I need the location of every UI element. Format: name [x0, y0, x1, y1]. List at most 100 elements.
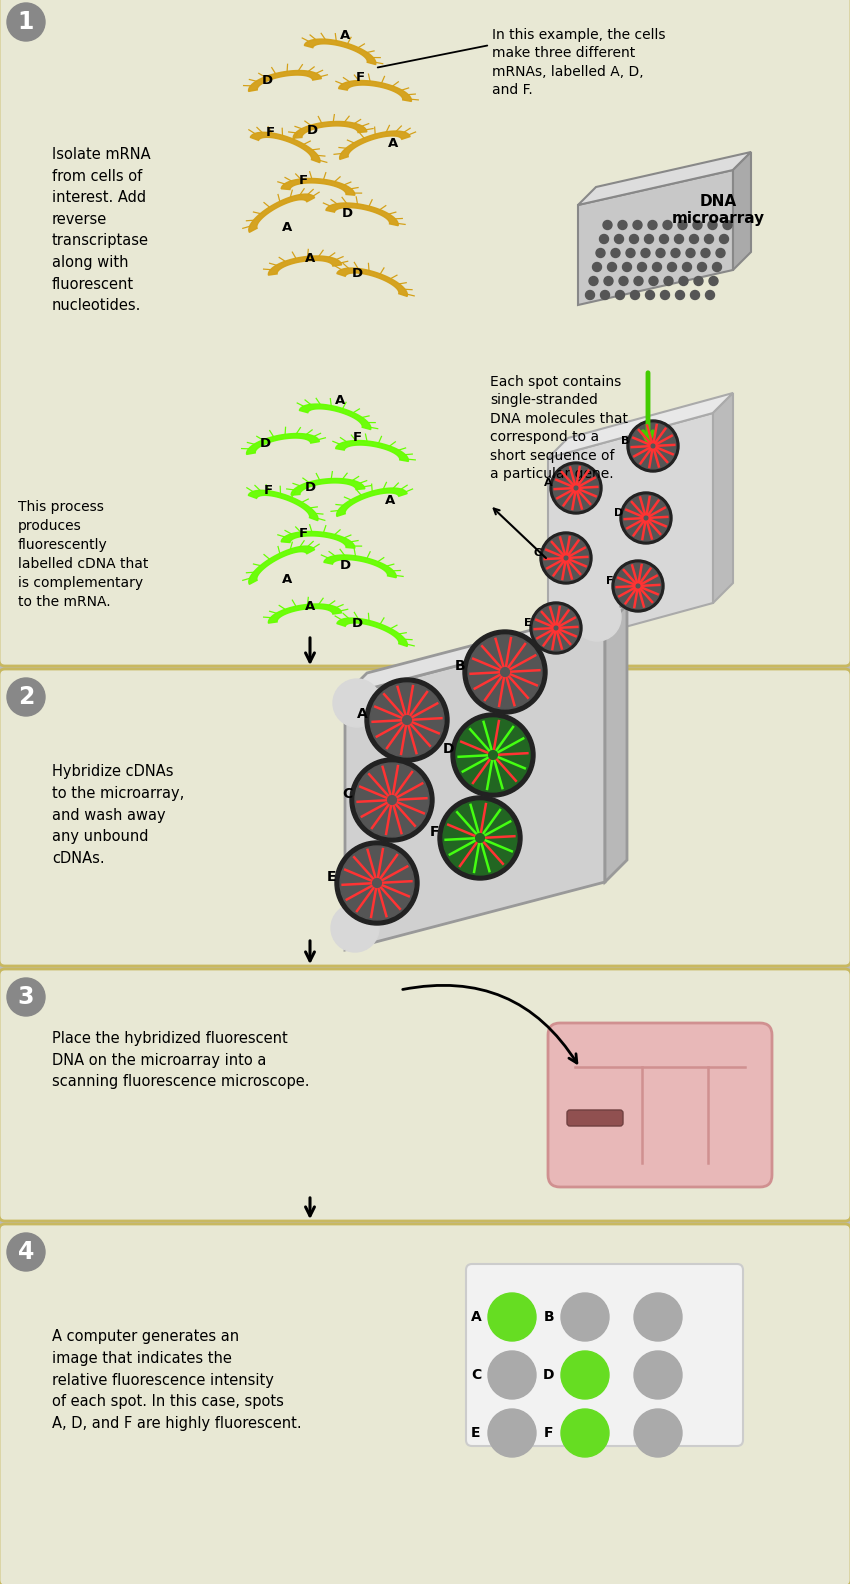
Text: D: D [259, 437, 270, 450]
Text: A: A [340, 29, 350, 41]
Text: B: B [621, 436, 629, 447]
Polygon shape [249, 546, 314, 584]
Circle shape [456, 718, 530, 792]
Circle shape [689, 234, 699, 244]
FancyBboxPatch shape [548, 1023, 772, 1186]
Polygon shape [281, 532, 354, 548]
Text: This process
produces
fluorescently
labelled cDNA that
is complementary
to the m: This process produces fluorescently labe… [18, 501, 149, 608]
Polygon shape [248, 491, 318, 521]
Polygon shape [340, 131, 411, 160]
Text: D: D [339, 559, 350, 572]
Text: D: D [342, 206, 353, 220]
Text: D: D [443, 741, 455, 756]
Circle shape [634, 1351, 682, 1399]
Circle shape [7, 3, 45, 41]
Circle shape [623, 496, 669, 540]
Text: B: B [544, 1310, 554, 1324]
Polygon shape [269, 604, 342, 623]
Polygon shape [548, 413, 713, 648]
Circle shape [333, 680, 381, 727]
Circle shape [626, 249, 635, 258]
Polygon shape [250, 133, 320, 163]
Polygon shape [733, 152, 751, 269]
FancyBboxPatch shape [0, 1224, 850, 1584]
Circle shape [350, 759, 434, 843]
Text: A: A [282, 572, 292, 586]
FancyBboxPatch shape [0, 969, 850, 1221]
Circle shape [667, 263, 677, 271]
Polygon shape [269, 257, 342, 276]
Circle shape [604, 277, 613, 285]
Circle shape [533, 605, 579, 651]
Circle shape [7, 1232, 45, 1270]
Polygon shape [337, 268, 407, 296]
Polygon shape [578, 152, 751, 204]
Circle shape [660, 234, 668, 244]
Circle shape [599, 234, 609, 244]
Circle shape [653, 263, 661, 271]
Circle shape [592, 263, 602, 271]
Circle shape [656, 249, 665, 258]
Text: 1: 1 [18, 10, 34, 33]
Circle shape [331, 904, 379, 952]
Polygon shape [605, 605, 627, 882]
Circle shape [648, 220, 657, 230]
Circle shape [530, 602, 582, 654]
Text: C: C [471, 1369, 481, 1381]
Circle shape [649, 277, 658, 285]
Circle shape [615, 564, 661, 608]
Text: A: A [282, 220, 292, 233]
Circle shape [630, 234, 638, 244]
Text: F: F [298, 174, 308, 187]
Text: E: E [524, 618, 531, 627]
Circle shape [622, 263, 632, 271]
Text: 2: 2 [18, 684, 34, 710]
Circle shape [589, 277, 598, 285]
Text: F: F [265, 125, 275, 138]
Text: A: A [388, 136, 398, 149]
FancyBboxPatch shape [0, 0, 850, 665]
Text: A: A [335, 393, 345, 407]
Circle shape [615, 290, 625, 299]
Circle shape [709, 277, 718, 285]
Circle shape [488, 1351, 536, 1399]
Circle shape [671, 249, 680, 258]
Circle shape [701, 249, 710, 258]
Circle shape [438, 797, 522, 881]
Circle shape [561, 1293, 609, 1342]
Circle shape [675, 234, 683, 244]
Circle shape [641, 249, 650, 258]
Polygon shape [548, 393, 733, 458]
Text: 4: 4 [18, 1240, 34, 1264]
FancyBboxPatch shape [466, 1264, 743, 1446]
Circle shape [708, 220, 717, 230]
Circle shape [488, 1293, 536, 1342]
Circle shape [619, 277, 628, 285]
Circle shape [561, 1351, 609, 1399]
Polygon shape [293, 122, 367, 138]
Circle shape [7, 678, 45, 716]
Circle shape [550, 463, 602, 513]
Text: A: A [471, 1310, 481, 1324]
Circle shape [7, 977, 45, 1015]
Polygon shape [337, 618, 407, 646]
Text: F: F [544, 1426, 553, 1440]
Circle shape [561, 1410, 609, 1457]
Polygon shape [299, 404, 371, 429]
Text: A: A [305, 599, 315, 613]
Text: D: D [304, 480, 315, 494]
Text: A: A [357, 706, 368, 721]
Text: F: F [264, 483, 273, 496]
Text: A: A [305, 252, 315, 265]
Text: Place the hybridized fluorescent
DNA on the microarray into a
scanning fluoresce: Place the hybridized fluorescent DNA on … [52, 1031, 309, 1090]
Polygon shape [324, 554, 396, 578]
Circle shape [698, 263, 706, 271]
Circle shape [553, 466, 599, 512]
Text: F: F [606, 577, 614, 586]
Circle shape [586, 290, 594, 299]
Circle shape [611, 249, 620, 258]
Circle shape [712, 263, 722, 271]
Polygon shape [578, 169, 733, 306]
Polygon shape [326, 203, 399, 225]
Text: F: F [353, 431, 361, 444]
